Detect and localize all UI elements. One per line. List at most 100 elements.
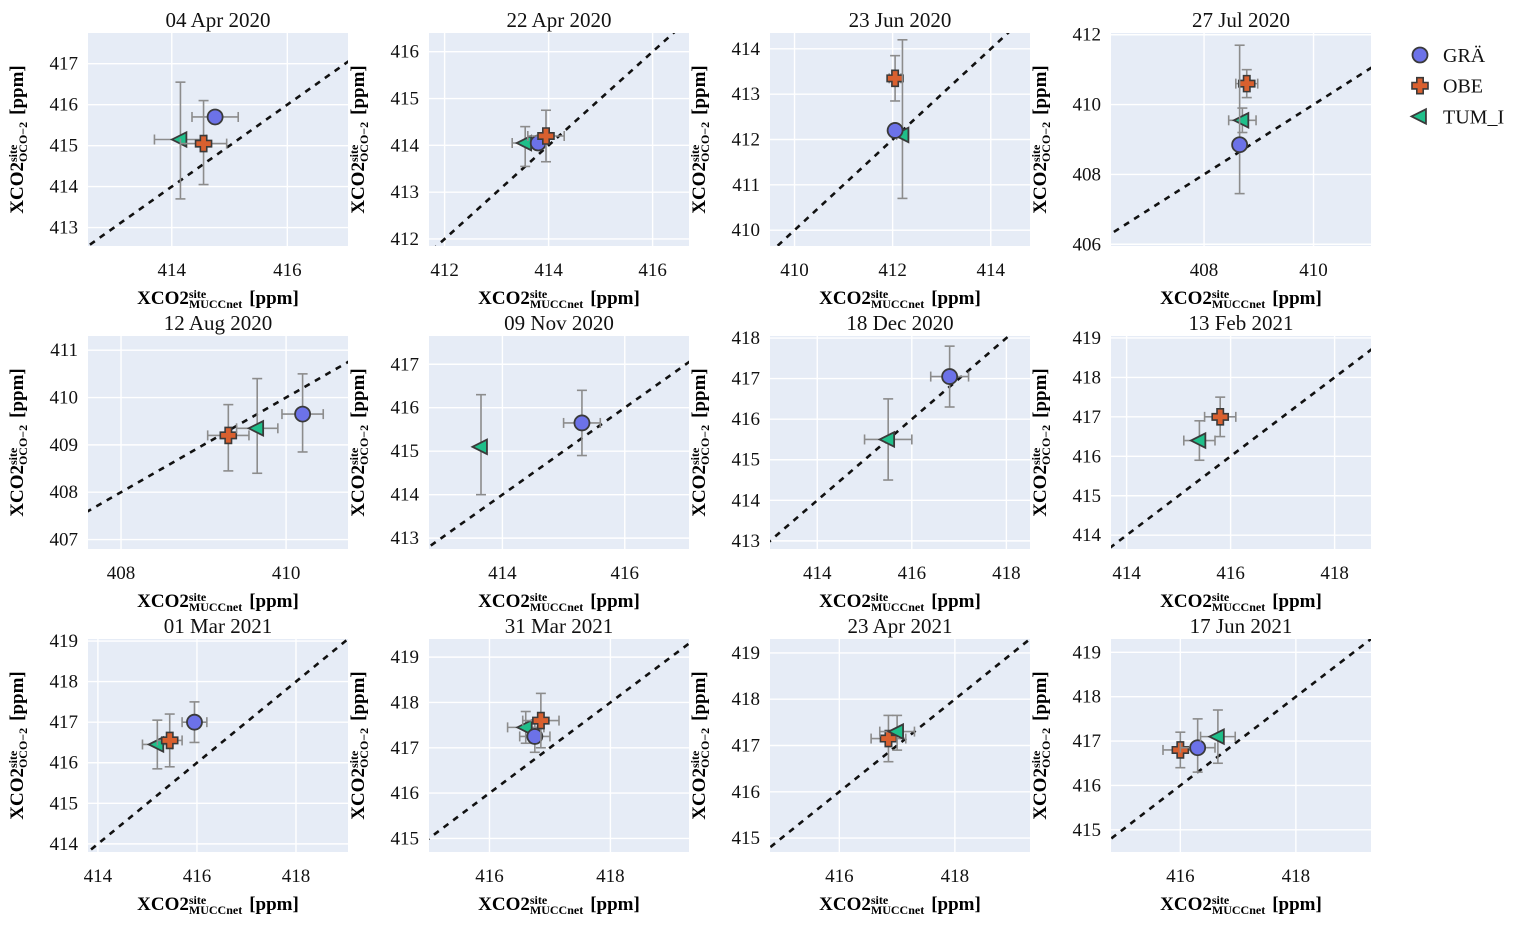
svg-text:413: 413 (391, 182, 420, 203)
svg-text:[ppm]: [ppm] (590, 591, 640, 612)
svg-text:23 Apr 2021: 23 Apr 2021 (848, 614, 953, 638)
svg-text:417: 417 (732, 369, 761, 390)
svg-text:417: 417 (1073, 731, 1102, 752)
svg-text:416: 416 (732, 409, 761, 430)
svg-text:414: 414 (977, 260, 1006, 281)
svg-text:416: 416 (50, 753, 79, 774)
svg-text:414: 414 (50, 177, 79, 198)
svg-text:414: 414 (488, 563, 517, 584)
svg-text:418: 418 (1282, 866, 1311, 887)
svg-text:408: 408 (50, 482, 79, 503)
svg-text:413: 413 (391, 528, 420, 549)
svg-text:414: 414 (50, 834, 79, 855)
svg-text:MUCCnet: MUCCnet (189, 297, 242, 311)
svg-text:418: 418 (992, 563, 1021, 584)
svg-text:419: 419 (1073, 642, 1102, 663)
svg-text:23 Jun 2020: 23 Jun 2020 (849, 8, 952, 32)
svg-text:XCO2: XCO2 (689, 162, 710, 214)
svg-text:[ppm]: [ppm] (689, 368, 710, 418)
svg-text:MUCCnet: MUCCnet (871, 600, 924, 614)
svg-text:417: 417 (391, 738, 420, 759)
svg-text:418: 418 (596, 866, 625, 887)
svg-text:417: 417 (732, 736, 761, 757)
svg-text:416: 416 (391, 42, 420, 63)
svg-text:414: 414 (1112, 563, 1141, 584)
svg-text:OCO−2: OCO−2 (357, 425, 371, 465)
svg-text:MUCCnet: MUCCnet (1212, 297, 1265, 311)
svg-text:410: 410 (732, 220, 761, 241)
svg-text:409: 409 (50, 435, 79, 456)
svg-text:OCO−2: OCO−2 (1039, 122, 1053, 162)
svg-text:XCO2: XCO2 (819, 894, 871, 915)
svg-text:418: 418 (732, 328, 761, 349)
svg-text:XCO2: XCO2 (348, 162, 369, 214)
svg-text:XCO2: XCO2 (1030, 465, 1051, 517)
svg-text:XCO2: XCO2 (1160, 288, 1212, 309)
svg-text:[ppm]: [ppm] (1030, 65, 1051, 115)
svg-text:415: 415 (50, 136, 79, 157)
svg-text:MUCCnet: MUCCnet (530, 600, 583, 614)
svg-text:416: 416 (1216, 563, 1245, 584)
svg-text:419: 419 (50, 631, 79, 652)
svg-text:419: 419 (732, 643, 761, 664)
svg-text:XCO2: XCO2 (7, 465, 28, 517)
svg-text:417: 417 (1073, 407, 1102, 428)
svg-text:410: 410 (272, 563, 301, 584)
svg-text:414: 414 (732, 39, 761, 60)
svg-text:416: 416 (1166, 866, 1195, 887)
svg-text:418: 418 (282, 866, 311, 887)
svg-text:MUCCnet: MUCCnet (189, 600, 242, 614)
svg-text:419: 419 (1073, 328, 1102, 349)
svg-text:XCO2: XCO2 (819, 288, 871, 309)
svg-text:417: 417 (391, 354, 420, 375)
svg-text:XCO2: XCO2 (1030, 162, 1051, 214)
svg-text:414: 414 (158, 260, 187, 281)
svg-text:OBE: OBE (1443, 76, 1483, 98)
svg-text:416: 416 (898, 563, 927, 584)
svg-text:416: 416 (1073, 775, 1102, 796)
svg-text:412: 412 (878, 260, 907, 281)
svg-text:411: 411 (732, 175, 760, 196)
svg-text:415: 415 (50, 793, 79, 814)
svg-text:OCO−2: OCO−2 (16, 425, 30, 465)
svg-text:407: 407 (50, 530, 79, 551)
svg-text:415: 415 (1073, 486, 1102, 507)
svg-text:XCO2: XCO2 (1160, 894, 1212, 915)
svg-text:[ppm]: [ppm] (348, 65, 369, 115)
svg-text:XCO2: XCO2 (137, 591, 189, 612)
svg-text:22 Apr 2020: 22 Apr 2020 (507, 8, 612, 32)
svg-text:410: 410 (1073, 95, 1102, 116)
svg-text:04 Apr 2020: 04 Apr 2020 (166, 8, 271, 32)
svg-text:411: 411 (50, 340, 78, 361)
svg-text:[ppm]: [ppm] (931, 591, 981, 612)
svg-text:OCO−2: OCO−2 (698, 122, 712, 162)
svg-text:[ppm]: [ppm] (931, 894, 981, 915)
svg-text:415: 415 (1073, 820, 1102, 841)
svg-text:09 Nov 2020: 09 Nov 2020 (504, 311, 614, 335)
svg-text:417: 417 (50, 54, 79, 75)
svg-text:415: 415 (391, 828, 420, 849)
svg-text:[ppm]: [ppm] (249, 894, 299, 915)
svg-text:416: 416 (391, 398, 420, 419)
svg-text:XCO2: XCO2 (689, 768, 710, 820)
svg-text:414: 414 (803, 563, 832, 584)
svg-text:416: 416 (273, 260, 302, 281)
svg-text:412: 412 (391, 229, 420, 250)
svg-text:416: 416 (475, 866, 504, 887)
svg-text:406: 406 (1073, 234, 1102, 255)
svg-text:[ppm]: [ppm] (1030, 368, 1051, 418)
svg-text:413: 413 (732, 531, 761, 552)
svg-text:414: 414 (391, 485, 420, 506)
svg-text:OCO−2: OCO−2 (698, 728, 712, 768)
svg-text:415: 415 (732, 828, 761, 849)
svg-text:408: 408 (1190, 260, 1219, 281)
svg-text:OCO−2: OCO−2 (1039, 728, 1053, 768)
svg-text:410: 410 (1299, 260, 1328, 281)
svg-text:[ppm]: [ppm] (1272, 591, 1322, 612)
svg-text:413: 413 (732, 84, 761, 105)
svg-text:410: 410 (780, 260, 809, 281)
svg-text:418: 418 (941, 866, 970, 887)
svg-text:27 Jul 2020: 27 Jul 2020 (1192, 8, 1290, 32)
svg-text:XCO2: XCO2 (478, 288, 530, 309)
svg-text:[ppm]: [ppm] (7, 368, 28, 418)
